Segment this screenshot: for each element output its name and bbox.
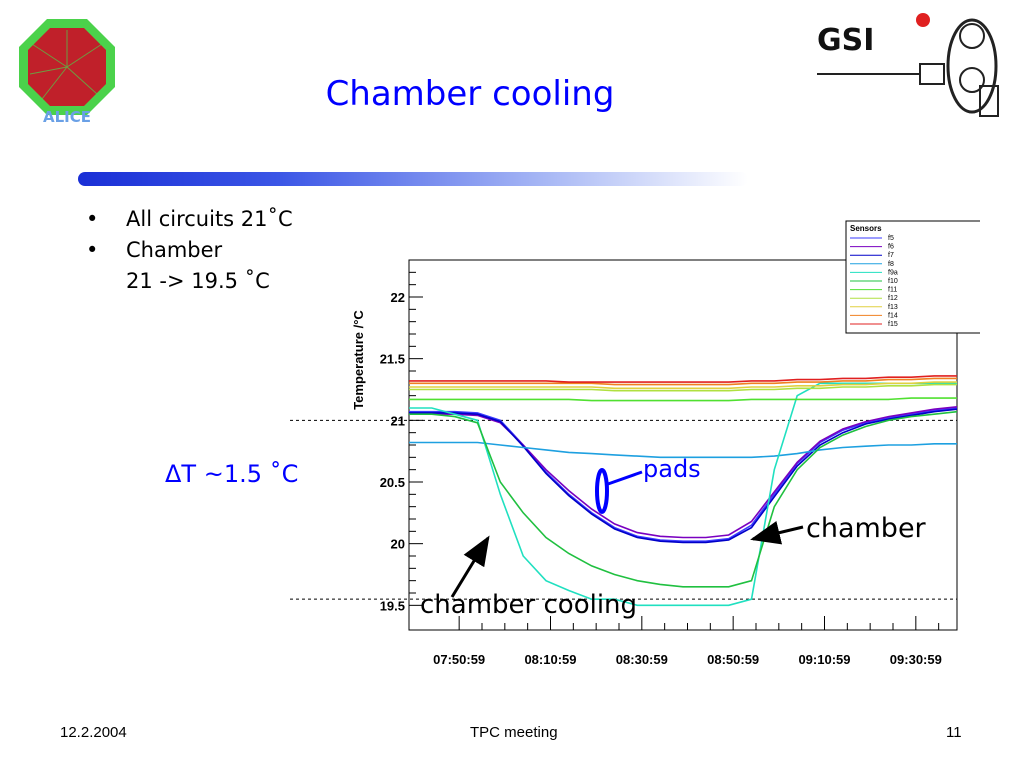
legend-entry: f9a	[888, 269, 898, 276]
bullet-list: All circuits 21˚C Chamber 21 -> 19.5 ˚C	[86, 204, 293, 297]
legend-entry: f10	[888, 278, 898, 285]
legend-entry: f6	[888, 244, 894, 251]
bullet-item: Chamber	[86, 235, 293, 266]
bullet-subitem: 21 -> 19.5 ˚C	[126, 269, 270, 293]
x-tick-label: 08:30:59	[616, 652, 668, 667]
bullet-item: All circuits 21˚C	[86, 204, 293, 235]
gsi-logo-text: GSI	[817, 23, 874, 58]
pads-ellipse	[595, 468, 609, 514]
series-line-f14	[409, 377, 957, 386]
y-tick-label: 22	[391, 290, 405, 305]
legend-entry: f12	[888, 295, 898, 302]
series-line-f5	[409, 407, 958, 543]
chamber-annotation: chamber	[806, 513, 926, 544]
series-line-f8	[409, 441, 957, 459]
alice-logo: ALICE	[12, 14, 122, 128]
temperature-chart: 19.5 20 20.5 21 21.5 22 07:50:59 08:10:59 08:30:…	[290, 220, 980, 667]
series-line-f12	[409, 383, 957, 392]
series-line-f11	[409, 397, 957, 402]
x-tick-label: 09:30:59	[890, 652, 942, 667]
chamber-cooling-annotation: chamber cooling	[420, 590, 638, 620]
series-line-f15	[409, 375, 957, 383]
footer-meeting: TPC meeting	[470, 724, 558, 741]
series-line-f13	[409, 381, 957, 390]
footer-page-number: 11	[946, 724, 962, 741]
legend-entry: f11	[888, 287, 897, 294]
chamber-arrow	[750, 521, 804, 545]
chamber-cooling-arrow	[450, 535, 490, 598]
legend-entry: f8	[888, 261, 894, 268]
y-tick-label: 19.5	[380, 598, 405, 613]
legend-entry: f13	[888, 304, 898, 311]
delta-t-label: ΔT ~1.5 ˚C	[165, 460, 299, 488]
legend-entry: f15	[888, 321, 898, 328]
series-line-f6	[409, 406, 958, 539]
alice-logo-text: ALICE	[43, 108, 91, 124]
series-line-f7	[409, 408, 958, 544]
legend-entry: f7	[888, 252, 894, 259]
slide-title: Chamber cooling	[325, 74, 615, 114]
legend-entry: f5	[888, 235, 894, 242]
x-tick-label: 08:50:59	[707, 652, 759, 667]
title-rule	[78, 172, 748, 186]
y-axis-label: Temperature /°C	[351, 310, 366, 410]
pads-arrow	[607, 470, 643, 486]
x-tick-label: 07:50:59	[433, 652, 485, 667]
series-line-f9a	[409, 382, 957, 607]
series-line-f10	[409, 410, 958, 588]
y-tick-label: 20	[391, 537, 405, 552]
y-tick-label: 21	[391, 413, 405, 428]
y-tick-label: 21.5	[380, 352, 405, 367]
legend-title: Sensors	[850, 224, 882, 233]
legend-entry: f14	[888, 312, 898, 319]
legend-box	[845, 220, 980, 334]
pads-annotation: pads	[643, 455, 701, 483]
gsi-logo: GSI	[812, 8, 1012, 132]
y-tick-label: 20.5	[380, 475, 405, 490]
footer-date: 12.2.2004	[60, 724, 127, 741]
x-tick-label: 08:10:59	[524, 652, 576, 667]
x-tick-label: 09:10:59	[798, 652, 850, 667]
